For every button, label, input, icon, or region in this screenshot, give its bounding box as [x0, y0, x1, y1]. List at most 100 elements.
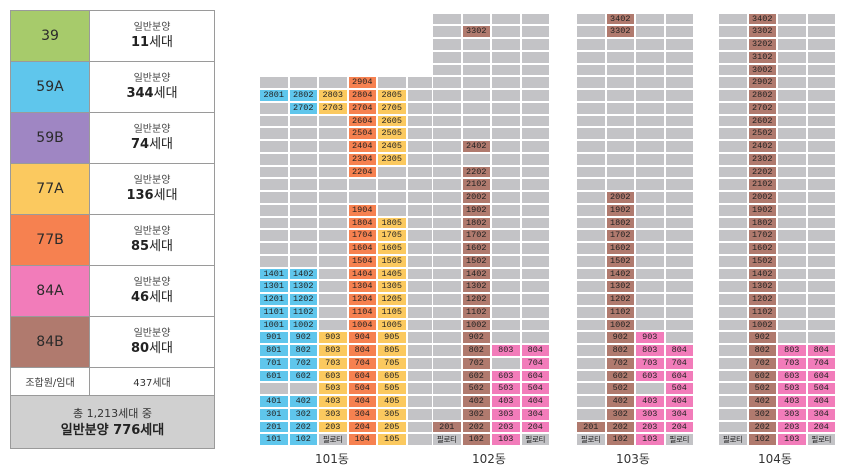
unit-cell — [491, 50, 521, 64]
unit-302: 302 — [288, 407, 318, 421]
unit-804: 804 — [806, 344, 836, 357]
unit-cell — [806, 63, 836, 77]
unit-cell — [576, 267, 606, 281]
unit-cell — [605, 127, 635, 140]
unit-2305: 2305 — [377, 152, 407, 166]
unit-cell — [576, 191, 606, 204]
unit-cell — [576, 216, 606, 230]
unit-cell — [664, 127, 694, 140]
unit-필로티: 필로티 — [576, 433, 606, 446]
unit-cell — [664, 305, 694, 319]
unit-2804: 2804 — [347, 89, 377, 102]
unit-1205: 1205 — [377, 293, 407, 306]
unit-cell — [491, 114, 521, 128]
unit-cell — [718, 12, 748, 26]
unit-cell — [635, 63, 665, 77]
unit-2805: 2805 — [377, 89, 407, 102]
unit-cell — [520, 229, 550, 242]
unit-cell — [432, 203, 462, 217]
unit-cell — [777, 165, 807, 179]
unit-cell — [664, 76, 694, 89]
unit-1302: 1302 — [461, 280, 491, 293]
unit-cell — [718, 127, 748, 140]
unit-1902: 1902 — [461, 203, 491, 217]
unit-1602: 1602 — [747, 242, 777, 255]
unit-2405: 2405 — [377, 140, 407, 153]
unit-cell — [718, 178, 748, 191]
unit-cell — [576, 140, 606, 153]
unit-cell — [491, 89, 521, 102]
unit-cell — [576, 165, 606, 179]
unit-cell — [777, 114, 807, 128]
unit-cell — [318, 254, 348, 268]
unit-1404: 1404 — [347, 267, 377, 281]
unit-cell — [664, 293, 694, 306]
unit-cell — [777, 178, 807, 191]
unit-203: 203 — [635, 420, 665, 434]
unit-cell — [777, 229, 807, 242]
unit-804: 804 — [347, 344, 377, 357]
legend-value: 일반분양 85세대 — [130, 226, 173, 254]
unit-902: 902 — [461, 331, 491, 344]
unit-cell — [491, 76, 521, 89]
unit-cell — [461, 127, 491, 140]
unit-102: 102 — [747, 433, 777, 446]
unit-204: 204 — [520, 420, 550, 434]
unit-801: 801 — [259, 344, 289, 357]
unit-cell — [664, 242, 694, 255]
unit-1102: 1102 — [288, 305, 318, 319]
legend-row-59b: 59B 일반분양 74세대 — [11, 113, 214, 164]
unit-cell — [777, 267, 807, 281]
unit-cell — [635, 191, 665, 204]
unit-cell — [777, 50, 807, 64]
unit-필로티: 필로티 — [806, 433, 836, 446]
unit-503: 503 — [777, 382, 807, 395]
unit-203: 203 — [777, 420, 807, 434]
unit-cell — [288, 203, 318, 217]
unit-105: 105 — [377, 433, 407, 446]
unit-cell — [259, 216, 289, 230]
unit-cell — [664, 280, 694, 293]
unit-602: 602 — [461, 369, 491, 383]
unit-cell — [777, 127, 807, 140]
unit-cell — [806, 305, 836, 319]
unit-1402: 1402 — [461, 267, 491, 281]
unit-cell — [718, 420, 748, 434]
unit-904: 904 — [347, 331, 377, 344]
unit-1002: 1002 — [461, 318, 491, 332]
unit-cell — [718, 356, 748, 370]
unit-cell — [520, 114, 550, 128]
unit-cell — [635, 38, 665, 51]
unit-2803: 2803 — [318, 89, 348, 102]
unit-cell — [635, 203, 665, 217]
unit-403: 403 — [635, 395, 665, 408]
unit-504: 504 — [347, 382, 377, 395]
unit-cell — [288, 242, 318, 255]
unit-cell — [806, 101, 836, 115]
unit-1805: 1805 — [377, 216, 407, 230]
unit-cell — [259, 254, 289, 268]
unit-503: 503 — [491, 382, 521, 395]
unit-cell — [461, 101, 491, 115]
unit-502: 502 — [747, 382, 777, 395]
unit-cell — [806, 140, 836, 153]
unit-cell — [664, 101, 694, 115]
unit-cell — [664, 331, 694, 344]
unit-603: 603 — [635, 369, 665, 383]
unit-1302: 1302 — [747, 280, 777, 293]
unit-cell — [718, 203, 748, 217]
unit-803: 803 — [318, 344, 348, 357]
unit-cell — [605, 89, 635, 102]
unit-cell — [718, 140, 748, 153]
unit-cell — [777, 254, 807, 268]
unit-cell — [635, 140, 665, 153]
unit-cell — [777, 216, 807, 230]
unit-cell — [806, 191, 836, 204]
unit-302: 302 — [747, 407, 777, 421]
unit-cell — [664, 254, 694, 268]
unit-cell — [806, 50, 836, 64]
unit-cell — [432, 395, 462, 408]
unit-cell — [605, 114, 635, 128]
unit-cell — [806, 12, 836, 26]
unit-2904: 2904 — [347, 76, 377, 89]
